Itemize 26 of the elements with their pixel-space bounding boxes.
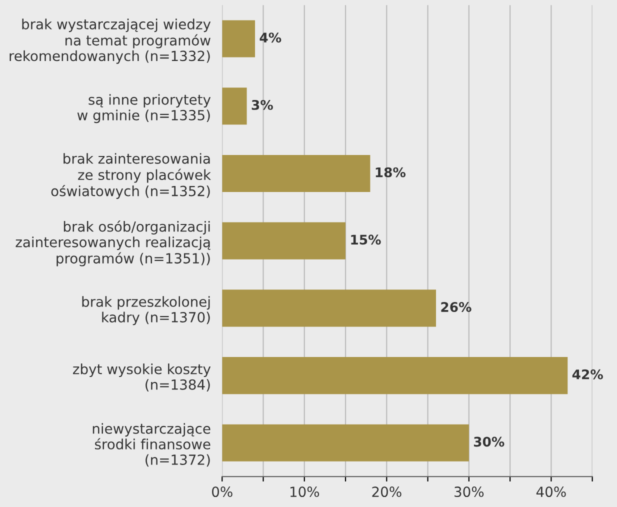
bar (222, 222, 346, 260)
bar (222, 154, 370, 192)
bar (222, 357, 568, 394)
x-tick-label: 30% (454, 486, 484, 498)
y-tick-label: brak wystarczającej wiedzy na temat programów rekomendowanych (n=1332) (10, 18, 211, 64)
bar (222, 88, 247, 125)
data-label: 30% (474, 436, 504, 447)
y-tick-label: brak osób/organizacji zainteresowanych realizacją programów (n=1351)) (16, 220, 210, 266)
data-label: 18% (376, 167, 406, 178)
y-tick-label: niewystarczające środki finansowe (n=1372) (92, 423, 210, 467)
x-tick-label: 0% (212, 486, 232, 498)
y-tick-label: brak przeszkolonej kadry (n=1370) (82, 296, 210, 326)
x-tick-label: 20% (372, 486, 402, 498)
bar (222, 424, 469, 462)
data-label: 26% (441, 302, 472, 312)
data-label: 42% (572, 369, 603, 380)
bar (222, 290, 436, 327)
data-label: 3% (252, 100, 273, 110)
data-label: 4% (260, 32, 282, 43)
y-tick-label: zbyt wysokie koszty (n=1384) (73, 364, 211, 392)
y-tick-label: są inne priorytety w gminie (n=1335) (77, 94, 211, 124)
x-tick-label: 40% (536, 486, 566, 498)
bar (222, 20, 256, 58)
y-tick-label: brak zainteresowania ze strony placówek oświatowych (n=1352) (51, 153, 211, 199)
data-label: 15% (351, 234, 381, 245)
x-tick-label: 10% (290, 486, 320, 498)
